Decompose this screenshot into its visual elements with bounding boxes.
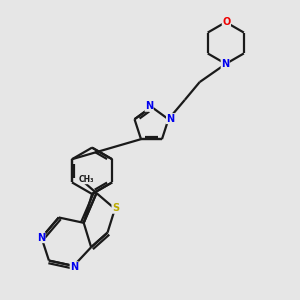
Text: N: N: [70, 262, 78, 272]
Text: N: N: [221, 59, 229, 70]
Text: N: N: [167, 114, 175, 124]
Text: N: N: [145, 101, 153, 111]
Text: O: O: [222, 16, 230, 26]
Text: S: S: [112, 203, 119, 213]
Text: CH₃: CH₃: [79, 175, 94, 184]
Text: N: N: [37, 233, 45, 243]
